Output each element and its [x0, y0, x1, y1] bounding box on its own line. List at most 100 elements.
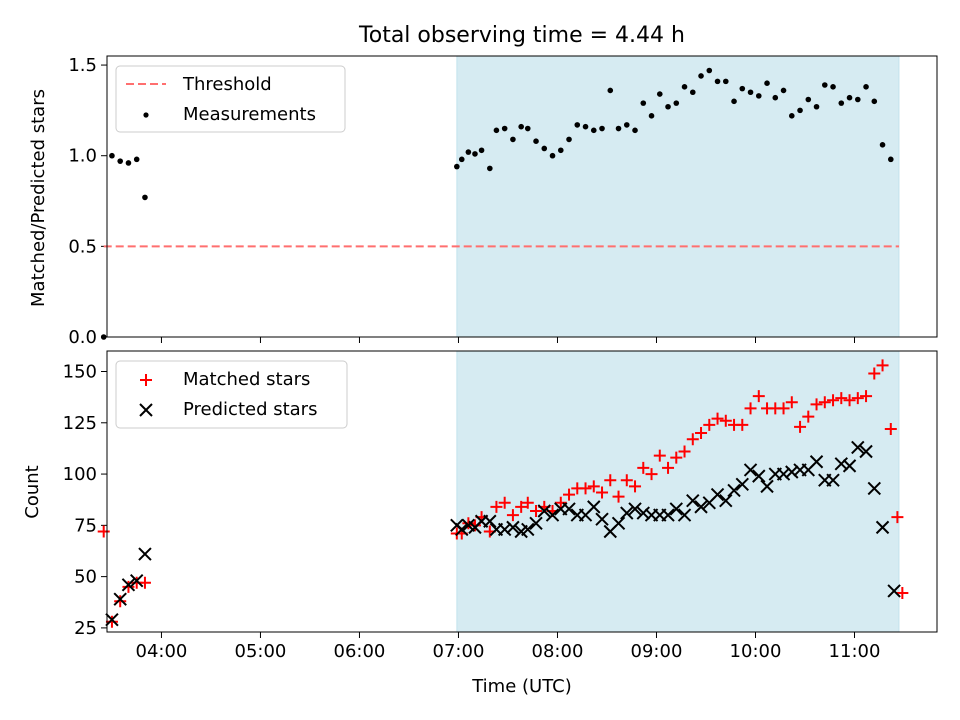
matched-stars-point — [587, 480, 600, 493]
measurements-point — [458, 156, 465, 163]
measurements-point — [541, 145, 548, 152]
matched-stars-legend-swatch — [140, 374, 152, 386]
matched-stars-point — [554, 496, 567, 509]
matched-stars-point — [612, 490, 625, 503]
measurements-point — [689, 89, 696, 96]
matched-stars-point — [629, 480, 642, 493]
measurements-point — [142, 194, 148, 201]
x-tick-label: 06:00 — [334, 641, 386, 662]
matched-stars-point — [620, 474, 633, 487]
predicted-stars-point — [752, 469, 766, 483]
predicted-stars-point — [129, 574, 144, 588]
measurements-point — [871, 98, 878, 105]
predicted-stars-point — [121, 578, 136, 592]
matched-stars-point — [827, 394, 840, 407]
matched-stars-point — [703, 418, 716, 431]
predicted-stars-point — [826, 473, 840, 487]
measurements-point — [549, 152, 556, 159]
measurements-legend-swatch — [143, 112, 149, 118]
predicted-stars-point — [842, 459, 857, 473]
predicted-stars-point — [710, 487, 725, 502]
measurements-point — [681, 84, 688, 90]
measurements-point — [640, 100, 647, 106]
x-tick-label: 11:00 — [829, 641, 881, 662]
predicted-stars-point — [776, 467, 791, 481]
measurements-point — [747, 89, 754, 96]
bottom-panel: 04:00 05:00 06:00 07:00 08:00 09:00 10:00 11:00… — [22, 350, 938, 697]
bottom-axes-frame — [106, 350, 938, 633]
bottom-plot-area: 04:00 05:00 06:00 07:00 08:00 09:00 10:00 11:00… — [63, 350, 938, 662]
matched-stars-point — [662, 461, 675, 474]
measurements-point — [125, 160, 132, 166]
matched-stars-point — [752, 390, 765, 403]
measurements-point — [582, 123, 589, 130]
predicted-stars-point — [113, 592, 127, 606]
predicted-stars-point — [875, 520, 890, 535]
measurements-point — [607, 87, 614, 94]
matched-stars-legend-label: Matched stars — [183, 369, 310, 390]
bottom-legend-box — [115, 360, 348, 429]
matched-stars-point — [876, 359, 889, 372]
matched-stars-point — [498, 496, 511, 509]
predicted-stars-point — [562, 502, 576, 516]
measurements-point — [465, 149, 472, 155]
matched-stars-point — [114, 595, 127, 608]
matched-stars-point — [695, 427, 708, 440]
measurements-point — [510, 136, 516, 143]
matched-stars-point — [596, 486, 609, 499]
matched-stars-point — [818, 396, 831, 409]
matched-stars-point — [744, 402, 757, 415]
matched-stars-point — [896, 587, 909, 600]
measurements-point — [797, 107, 803, 114]
top-legend-box — [115, 65, 346, 133]
matched-stars-point — [468, 519, 481, 532]
bottom-y-tick-label: 25 — [74, 618, 97, 639]
measurements-point — [722, 78, 729, 85]
measurements-point — [100, 334, 107, 340]
predicted-stars-point — [851, 440, 865, 455]
predicted-stars-point — [785, 465, 799, 479]
matched-stars-point — [506, 509, 519, 522]
predicted-stars-point — [521, 522, 535, 537]
predicted-stars-point — [138, 547, 152, 561]
matched-stars-point — [843, 394, 856, 407]
matched-stars-point — [653, 449, 666, 462]
x-tick-label: 10:00 — [730, 641, 782, 662]
matched-stars-point — [891, 511, 904, 524]
measurements-point — [454, 163, 460, 170]
measurements-point — [805, 96, 812, 103]
predicted-stars-point — [661, 508, 675, 522]
predicted-stars-point — [537, 504, 551, 518]
measurements-point — [133, 156, 140, 163]
measurements-point — [472, 151, 478, 157]
predicted-stars-point — [727, 483, 741, 498]
measurements-point — [830, 84, 836, 90]
measurements-point — [731, 98, 737, 105]
measurements-point — [838, 100, 845, 106]
matched-stars-point — [637, 461, 650, 474]
measurements-point — [487, 165, 493, 172]
predicted-stars-point — [686, 494, 700, 508]
top-y-tick-label: 0.0 — [68, 327, 97, 348]
measurements-point — [623, 122, 630, 128]
predicted-stars-point — [529, 516, 543, 530]
measurements-point — [557, 147, 564, 154]
matched-stars-point — [686, 433, 699, 446]
measurements-point — [706, 67, 713, 74]
matched-stars-point — [515, 500, 528, 513]
top-panel: 0.0 0.5 1.0 1.5 Matched/Predicted stars Thr… — [28, 55, 938, 348]
bottom-y-tick-label: 100 — [63, 464, 97, 485]
bottom-y-tick-label: 50 — [74, 567, 97, 588]
measurements-point — [590, 127, 597, 134]
predicted-stars-point — [694, 500, 708, 514]
measurements-point — [478, 147, 485, 154]
measurements-point — [755, 93, 762, 99]
predicted-stars-legend-label: Predicted stars — [183, 399, 317, 420]
predicted-stars-point — [887, 584, 901, 598]
matched-stars-point — [785, 396, 798, 409]
predicted-stars-point — [455, 522, 469, 537]
measurements-point — [780, 87, 787, 94]
predicted-stars-legend-swatch — [139, 403, 153, 417]
matched-stars-point — [678, 445, 691, 458]
predicted-stars-point — [760, 479, 774, 494]
